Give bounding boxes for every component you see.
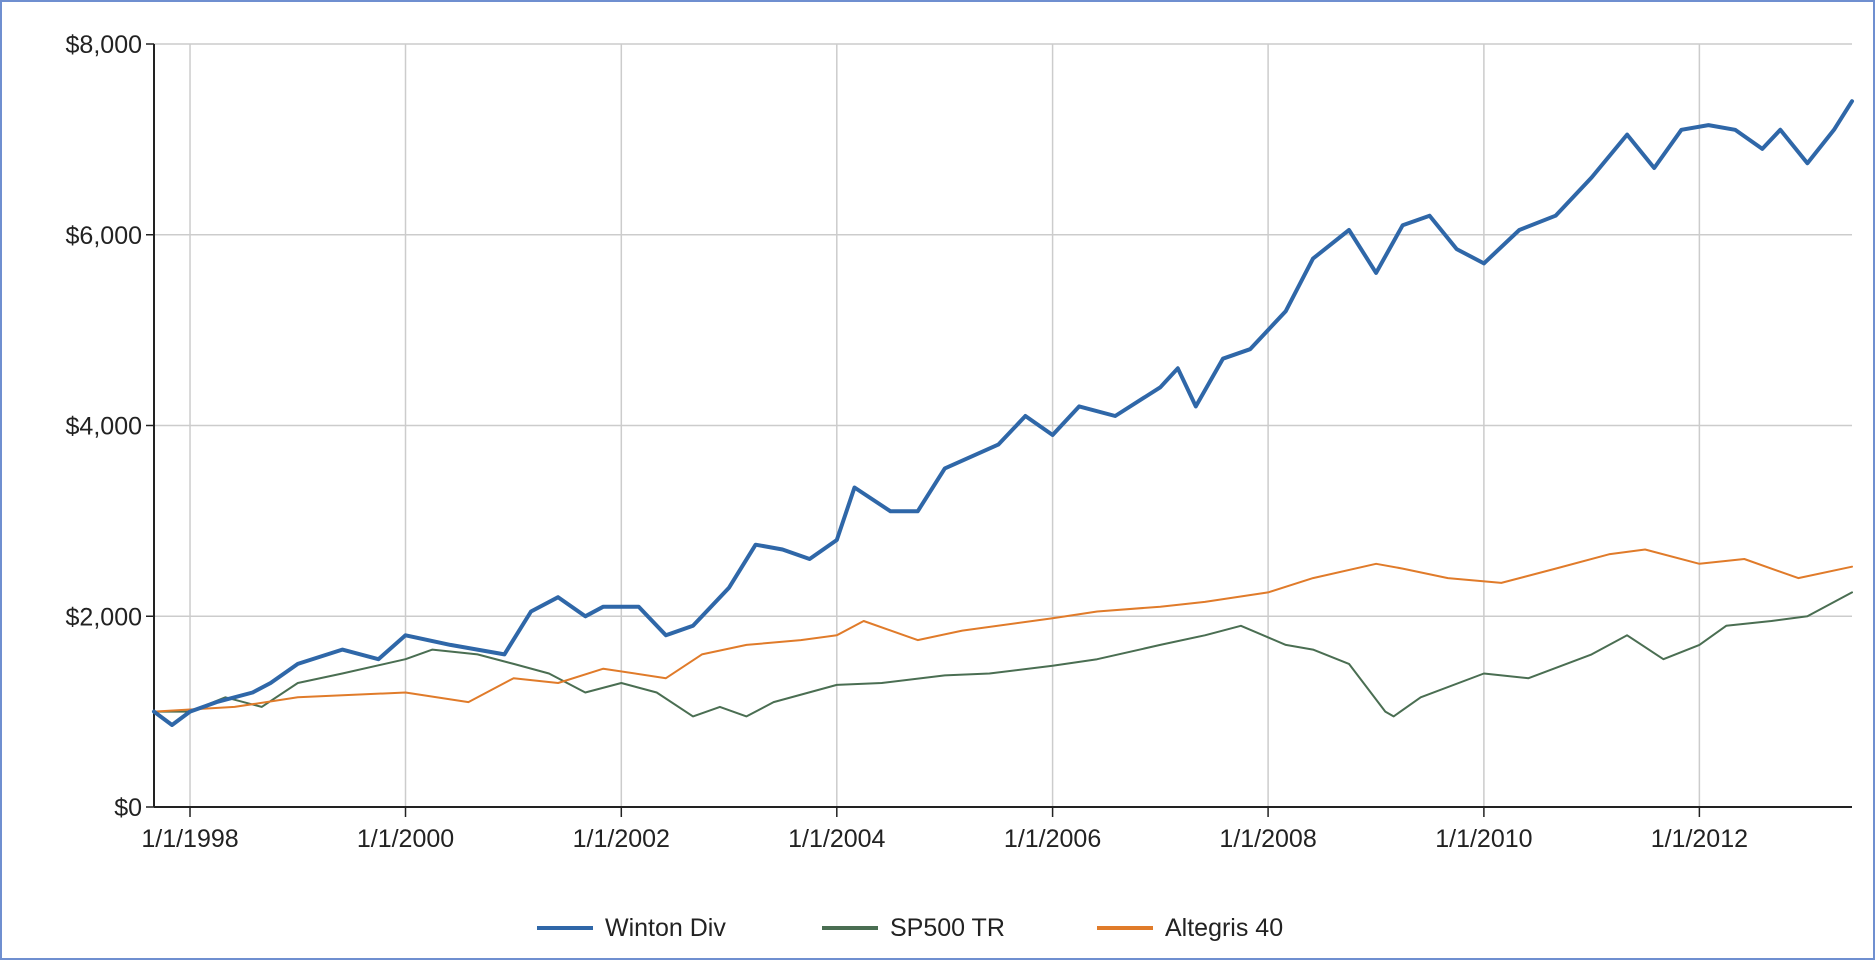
x-tick-label: 1/1/2010 (1435, 825, 1532, 853)
y-tick-label: $0 (114, 794, 142, 822)
legend-label-altegris-40: Altegris 40 (1165, 914, 1283, 942)
x-tick-label: 1/1/2002 (573, 825, 670, 853)
series-line-altegris-40 (153, 548, 1853, 713)
y-tick-label: $6,000 (66, 222, 142, 250)
legend-label-winton-div: Winton Div (605, 914, 726, 942)
series-line-winton-div (152, 99, 1854, 727)
x-tick-label: 1/1/2006 (1004, 825, 1101, 853)
x-tick-label: 1/1/2000 (357, 825, 454, 853)
grid (154, 43, 1852, 808)
x-tick-label: 1/1/2008 (1219, 825, 1316, 853)
series-line-sp500-tr (153, 591, 1853, 718)
y-tick-label: $8,000 (66, 31, 142, 59)
x-tick-label: 1/1/2012 (1651, 825, 1748, 853)
x-tick-label: 1/1/1998 (141, 825, 238, 853)
x-tick-label: 1/1/2004 (788, 825, 885, 853)
legend-label-sp500-tr: SP500 TR (890, 914, 1005, 942)
legend: Winton Div SP500 TR Altegris 40 (537, 914, 1283, 942)
series-group (152, 99, 1854, 727)
y-tick-label: $2,000 (66, 603, 142, 631)
axes: $0 $2,000 $4,000 $6,000 $8,000 1/1/1998 1/1/20… (66, 31, 1852, 853)
y-tick-label: $4,000 (66, 413, 142, 441)
